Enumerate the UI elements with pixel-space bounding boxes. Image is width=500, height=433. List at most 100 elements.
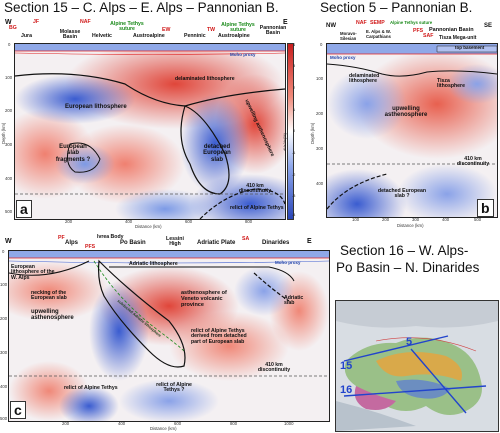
c-xaxis-label: Distance (km)	[150, 426, 177, 431]
c-ytick-5: 500	[0, 416, 8, 421]
panel-a-svg	[15, 44, 285, 219]
c-ytick-4: 400	[0, 384, 8, 389]
map-line-5: 5	[406, 336, 413, 348]
a-yaxis-label: Depth (km)	[1, 122, 6, 144]
panel-a-east: E	[283, 19, 288, 26]
panel-b-se: SE	[484, 23, 493, 29]
panel-a-relict: relict of Alpine Tethys	[230, 205, 284, 211]
cbar-tick-1: 3	[293, 64, 296, 68]
cbar-tick-3: 1	[293, 108, 296, 112]
map-svg	[336, 301, 498, 431]
panel-b-letter: b	[477, 199, 494, 217]
c-unit-dinarides: Dinarides	[262, 240, 290, 246]
c-veneto: asthenosphere of Veneto volcanic provinc…	[181, 290, 227, 308]
c-adr-lith: Adriatic lithosphere	[129, 261, 178, 267]
b-detached: detached European slab ?	[377, 188, 427, 200]
b-xtick-2: 300	[412, 217, 420, 222]
map-line-15: 15	[340, 360, 353, 372]
c-fault-sa: SA	[242, 236, 250, 242]
c-xtick-1: 400	[118, 421, 126, 426]
fault-jf: JF	[33, 19, 40, 25]
panel-a-detached: detached European slab	[203, 144, 231, 163]
b-ytick-2: 200	[316, 111, 324, 116]
unit-pannonian: Pannonian Basin	[259, 25, 287, 37]
cbar-tick-6: -2	[292, 173, 296, 177]
a-xtick-3: 800	[245, 219, 253, 224]
b-unit-ealps: E. Alps & W. Carpathians	[366, 29, 391, 39]
b-ytick-4: 400	[316, 181, 324, 186]
cbar-tick-2: 2	[293, 86, 296, 90]
panel-a-disc: 410 km discontinuity	[238, 183, 272, 195]
c-fault-pfs: PFS	[85, 244, 96, 250]
panel-c: W E PF PFS SA Alps Ivrea Body Po Basin L…	[0, 234, 332, 433]
c-unit-po: Po Basin	[120, 240, 146, 246]
b-fault-semp: SEMP	[370, 20, 385, 26]
c-adr-slab: Adriatic slab	[284, 295, 304, 307]
panel-b-nw: NW	[326, 23, 336, 29]
cbar-tick-0: 4	[293, 43, 296, 47]
a-ytick-3: 300	[5, 142, 13, 147]
fault-tw: TW	[207, 27, 216, 33]
b-top-basement: top basement	[455, 45, 485, 50]
unit-helvetic: Helvetic	[92, 33, 112, 39]
c-moho: Moho proxy	[275, 260, 301, 265]
panel-a-tomogram: Moho proxy European lithosphere delamina…	[14, 43, 286, 220]
b-tisza: Tisza lithosphere	[437, 78, 465, 90]
b-xtick-0: 100	[352, 217, 360, 222]
panel-a-west: W	[5, 19, 12, 26]
b-upwell: upwelling asthenosphere	[384, 106, 428, 119]
unit-jura: Jura	[21, 33, 32, 39]
panel-a-letter: a	[16, 200, 32, 218]
cbar-tick-7: -3	[292, 194, 296, 198]
fault-bg: BG	[9, 25, 17, 31]
b-fault-pfs: PFS	[413, 28, 424, 34]
a-ytick-1: 100	[5, 75, 13, 80]
c-disc: 410 km discontinuity	[257, 362, 291, 374]
panel-c-letter: c	[10, 401, 26, 419]
panel-a: W E BG JF NAF EW TW Jura Molasse Basin H…	[0, 16, 300, 231]
b-ytick-1: 100	[316, 76, 324, 81]
c-fault-pf: PF	[58, 235, 65, 241]
b-unit-tisza: Tisza Mega-unit	[439, 35, 477, 41]
b-moho: Moho proxy	[330, 55, 356, 60]
panel-a-moho: Moho proxy	[230, 52, 256, 57]
unit-alpine-tethys-suture-2: Alpine Tethys suture	[221, 22, 255, 34]
b-unit-pannonian: Pannonian Basin	[429, 27, 474, 33]
unit-austroalpine-1: Austroalpine	[133, 33, 165, 39]
panel-b: NW SE NAF SEMP PFS SAF Moravo-Silesian E…	[302, 16, 500, 231]
b-xtick-4: 500	[474, 217, 482, 222]
section-16-title-line2: Po Basin – N. Dinarides	[336, 260, 480, 275]
b-ytick-0: 0	[320, 42, 323, 47]
panel-a-fragments: European slab fragments ?	[55, 144, 91, 163]
section-5-title: Section 5 – Pannonian B.	[320, 0, 473, 15]
c-relict-det: relict of Alpine Tethys derived from det…	[191, 328, 247, 345]
b-xaxis-label: Distance (km)	[397, 223, 424, 228]
panel-b-tomogram: Moho proxy top basement delaminated lith…	[326, 43, 498, 218]
c-necking: necking of the European slab	[31, 290, 67, 302]
cbar-label: dVs/Vs(%)	[283, 133, 287, 151]
c-relict-w: relict of Alpine Tethys	[64, 385, 118, 391]
cbar-tick-4: 0	[293, 129, 296, 133]
c-xtick-0: 200	[62, 421, 70, 426]
c-eu-lith: European lithosphere of the W. Alps	[11, 264, 55, 281]
c-xtick-2: 600	[174, 421, 182, 426]
panel-c-tomogram: Adriatic lithosphere Moho proxy European…	[8, 250, 330, 422]
a-xtick-2: 600	[185, 219, 193, 224]
location-map: 15 5 16	[335, 300, 499, 432]
b-yaxis-label: Depth (km)	[310, 122, 315, 144]
panel-c-west: W	[5, 238, 12, 245]
unit-penninic: Penninic	[184, 33, 206, 39]
c-ytick-3: 300	[0, 350, 8, 355]
c-unit-lessini: Lessini High	[166, 236, 184, 248]
b-fault-saf: SAF	[423, 33, 434, 39]
c-upwell: upwelling asthenosphere	[31, 309, 74, 322]
b-xtick-1: 200	[382, 217, 390, 222]
section-16-title-line1: Section 16 – W. Alps-	[340, 243, 469, 258]
a-ytick-2: 200	[5, 108, 13, 113]
c-unit-alps: Alps	[65, 240, 79, 246]
a-ytick-5: 500	[5, 209, 13, 214]
b-unit-suture: Alpine Tethys suture	[390, 20, 433, 25]
unit-austroalpine-2: Austroalpine	[218, 33, 250, 39]
map-line-16: 16	[340, 384, 353, 396]
a-xtick-1: 400	[125, 219, 133, 224]
